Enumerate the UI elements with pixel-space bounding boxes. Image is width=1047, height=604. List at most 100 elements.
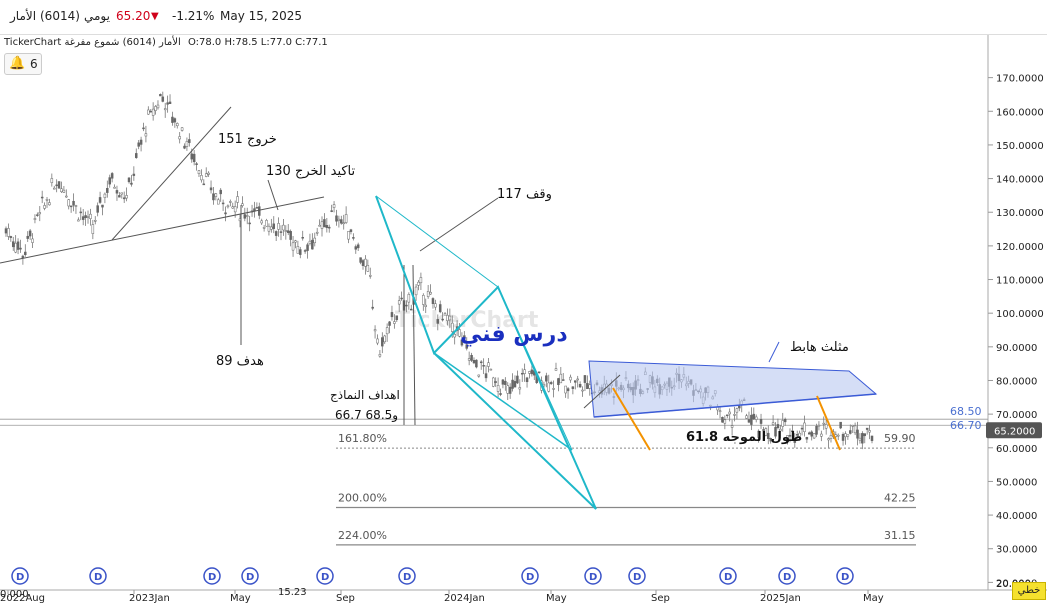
candle-body	[323, 219, 326, 228]
candle-body	[248, 222, 251, 225]
candle-body	[315, 231, 319, 234]
candle-body	[839, 421, 842, 429]
triangle-pointer	[583, 374, 621, 409]
candle-body	[207, 172, 210, 175]
candle-body	[255, 207, 259, 209]
dividend-marker	[778, 567, 796, 585]
candle-body	[161, 96, 165, 102]
candle-body	[861, 433, 864, 444]
candle-body	[224, 212, 227, 215]
candle-body	[393, 321, 396, 324]
candle-body	[496, 385, 500, 392]
annotation-label: اهداف النماذج	[330, 388, 400, 402]
dividend-marker	[628, 567, 646, 585]
dividend-marker-label: D	[633, 572, 641, 583]
symbol-name[interactable]: الأمار	[10, 9, 37, 23]
period-label[interactable]: يومي	[84, 9, 110, 23]
candle-body	[571, 386, 575, 389]
candle-body	[436, 319, 440, 324]
candle-body	[274, 231, 278, 236]
candle-body	[865, 427, 869, 430]
candle-body	[754, 416, 758, 420]
candle-body	[846, 434, 850, 437]
dividend-marker	[11, 567, 29, 585]
candle-body	[798, 432, 801, 437]
candle-body	[581, 389, 584, 392]
candle-body	[28, 230, 32, 237]
candle-body	[419, 277, 423, 284]
candle-body	[764, 428, 768, 436]
candle-body	[518, 387, 522, 390]
last-price-label: 65.2000	[994, 426, 1035, 437]
candle-body	[81, 216, 85, 220]
candle-body	[791, 430, 794, 432]
alerts-button[interactable]: 🔔 6	[4, 53, 42, 75]
chart-header: الأمار (6014) يومي 65.20 ▼ -1.21% May 15…	[0, 0, 1047, 35]
candle-body	[414, 286, 418, 296]
symbol-code[interactable]: (6014)	[40, 9, 80, 23]
candle-body	[233, 206, 237, 213]
candle-body	[750, 414, 753, 425]
candle-body	[344, 214, 348, 223]
candle-body	[805, 437, 809, 440]
fib-percent-label: 200.00%	[338, 492, 387, 505]
candle-body	[245, 215, 249, 217]
candle-body	[504, 380, 507, 385]
candle-body	[132, 173, 136, 176]
candle-body	[108, 177, 111, 185]
candle-body	[147, 109, 150, 115]
chart-style-button[interactable]: خطي	[1012, 582, 1046, 600]
triangle-base	[593, 393, 877, 418]
candle-body	[308, 240, 312, 244]
candle-body	[552, 388, 555, 390]
candle-body	[803, 422, 806, 432]
candle-body	[776, 424, 780, 429]
candle-body	[347, 231, 350, 240]
candle-body	[11, 241, 15, 248]
candle-body	[57, 181, 61, 189]
candle-body	[537, 371, 541, 374]
candle-body	[277, 223, 280, 230]
candle-body	[489, 368, 493, 371]
candle-body	[516, 375, 519, 384]
annotation-label: 151 خروج	[218, 132, 277, 147]
candle-body	[200, 175, 203, 181]
y-tick-label: 140.0000	[996, 175, 1044, 186]
confirm-pointer	[267, 179, 279, 211]
candle-body	[14, 242, 17, 253]
annotation-label: مثلث هابط	[790, 340, 849, 355]
candle-body	[730, 425, 734, 428]
candle-body	[451, 322, 454, 332]
candle-body	[110, 173, 114, 179]
candle-body	[424, 304, 427, 307]
candle-body	[311, 239, 314, 250]
candle-body	[190, 153, 193, 160]
annotation-label: وقف 117	[497, 187, 552, 202]
candle-body	[60, 188, 63, 192]
candle-body	[470, 354, 473, 361]
candle-body	[554, 368, 558, 371]
candle-body	[101, 204, 104, 208]
candle-body	[769, 438, 772, 442]
y-tick-label: 110.0000	[996, 276, 1044, 287]
candle-body	[458, 329, 461, 337]
candle-body	[728, 411, 731, 415]
annotation-label: 130 تاكيد الخرج	[266, 164, 356, 179]
candle-body	[417, 281, 420, 286]
candle-body	[231, 206, 235, 209]
last-price-tag	[986, 422, 1042, 439]
candle-body	[453, 334, 456, 338]
candle-body	[383, 335, 386, 343]
candle-body	[822, 422, 826, 425]
candle-body	[166, 102, 169, 105]
candle-body	[494, 381, 497, 383]
candle-body	[89, 213, 92, 219]
candle-body	[65, 195, 68, 198]
candle-body	[354, 246, 358, 250]
candle-body	[168, 101, 172, 104]
candle-body	[86, 216, 90, 218]
last-price: 65.20	[116, 9, 151, 23]
dividend-marker-label: D	[589, 572, 597, 583]
candle-body	[221, 202, 225, 205]
